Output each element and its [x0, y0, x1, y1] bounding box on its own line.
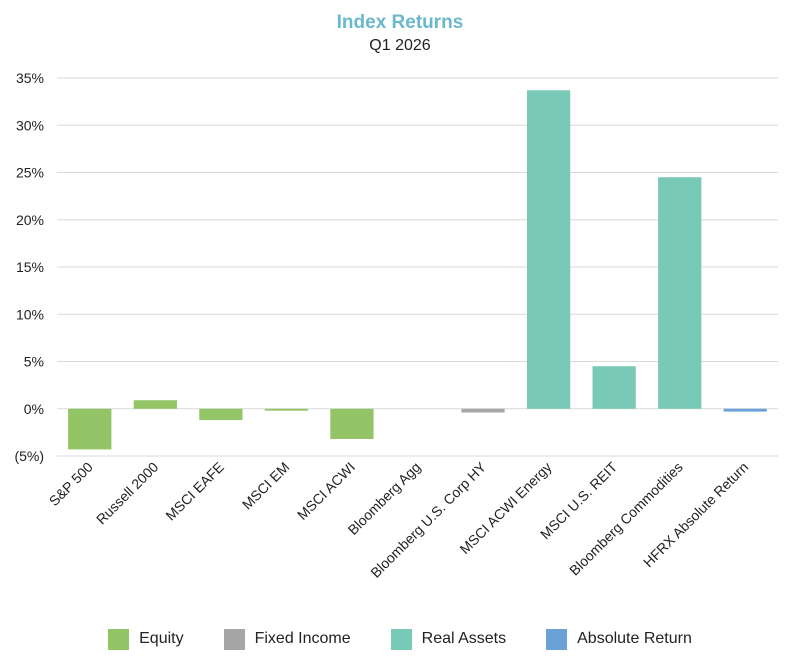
- y-tick-label: 20%: [16, 212, 44, 228]
- legend-item-fixed-income: Fixed Income: [223, 628, 351, 650]
- x-tick-label: S&P 500: [46, 459, 96, 509]
- legend-label: Fixed Income: [254, 630, 351, 647]
- x-tick-label: Bloomberg Commodities: [566, 459, 686, 579]
- bar-hfrx-absolute-return: [723, 408, 767, 412]
- x-tick-label: Russell 2000: [93, 459, 162, 528]
- legend: Equity Fixed Income Real Assets Absolute Re…: [0, 626, 800, 652]
- bar-russell-2000: [133, 400, 177, 409]
- bar-msci-em: [264, 408, 309, 411]
- legend-swatch: [390, 628, 412, 650]
- y-tick-label: 25%: [16, 165, 44, 181]
- y-tick-label: 30%: [16, 117, 44, 133]
- legend-item-equity: Equity: [108, 628, 184, 650]
- bar-bloomberg-u-s-corp-hy: [461, 408, 505, 413]
- bar-s-p-500: [68, 408, 112, 450]
- y-tick-label: 10%: [16, 306, 44, 322]
- legend-swatch: [108, 628, 130, 650]
- chart-subtitle: Q1 2026: [369, 37, 431, 54]
- y-tick-label: 5%: [24, 354, 44, 370]
- y-tick-label: (5%): [14, 448, 44, 464]
- legend-item-absolute-return: Absolute Return: [546, 628, 692, 650]
- chart-title: Index Returns: [336, 12, 464, 33]
- bar-msci-acwi: [330, 408, 374, 439]
- legend-label: Real Assets: [421, 630, 507, 647]
- bar-msci-acwi-energy: [526, 90, 571, 409]
- bar-msci-eafe: [199, 408, 243, 421]
- x-tick-label: MSCI EAFE: [162, 459, 227, 524]
- legend-item-real-assets: Real Assets: [390, 628, 507, 650]
- legend-label: Equity: [139, 630, 184, 647]
- x-tick-label: Bloomberg U.S. Corp HY: [367, 458, 489, 580]
- legend-swatch: [223, 628, 245, 650]
- x-tick-label: MSCI EM: [239, 459, 293, 513]
- bar-bloomberg-commodities: [658, 177, 702, 409]
- legend-label: Absolute Return: [577, 630, 692, 647]
- y-tick-label: 35%: [16, 70, 44, 86]
- y-tick-label: 15%: [16, 259, 44, 275]
- x-tick-label: MSCI ACWI: [294, 459, 358, 523]
- legend-swatch: [546, 628, 568, 650]
- bar-msci-u-s-reit: [592, 366, 636, 409]
- y-tick-label: 0%: [24, 401, 44, 417]
